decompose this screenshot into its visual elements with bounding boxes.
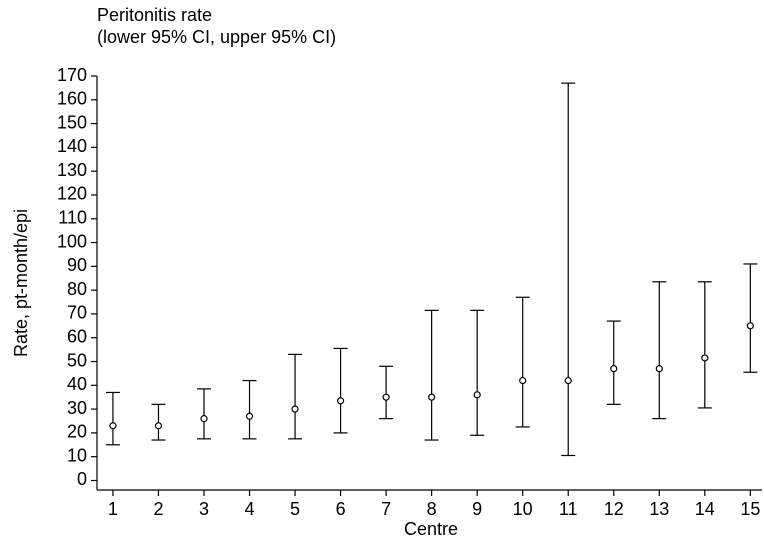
x-axis-label: Centre	[404, 519, 458, 539]
x-tick-label: 11	[559, 499, 578, 519]
y-tick-label: 10	[67, 445, 87, 465]
y-axis-label: Rate, pt-month/epi	[11, 209, 31, 357]
point	[336, 397, 345, 405]
x-tick-label: 3	[199, 499, 209, 519]
point	[610, 365, 618, 373]
x-tick-label: 10	[513, 499, 533, 519]
point	[428, 393, 436, 401]
x-tick-label: 7	[381, 499, 391, 519]
y-tick-label: 150	[57, 112, 87, 132]
x-tick-label: 1	[108, 499, 118, 519]
point	[746, 322, 754, 330]
point	[382, 393, 390, 401]
y-tick-label: 100	[57, 231, 87, 251]
point	[200, 415, 208, 423]
x-tick-label: 6	[336, 499, 346, 519]
y-tick-label: 140	[57, 136, 87, 156]
y-tick-label: 60	[67, 326, 87, 346]
x-tick-label: 2	[153, 499, 163, 519]
y-tick-label: 30	[67, 398, 87, 418]
y-tick-label: 20	[67, 422, 87, 442]
y-tick-label: 110	[58, 208, 87, 228]
point	[245, 412, 254, 420]
y-tick-label: 0	[77, 469, 87, 489]
point	[154, 422, 163, 430]
y-tick-label: 160	[57, 89, 87, 109]
y-tick-label: 120	[57, 184, 87, 204]
x-tick-label: 13	[649, 499, 669, 519]
x-tick-label: 8	[427, 499, 437, 519]
y-tick-label: 70	[67, 303, 87, 323]
x-tick-label: 12	[604, 499, 624, 519]
y-tick-label: 90	[67, 255, 87, 275]
point	[473, 391, 481, 399]
point	[564, 376, 572, 385]
x-tick-label: 14	[695, 499, 715, 519]
y-tick-label: 50	[67, 350, 87, 370]
y-tick-label: 170	[57, 65, 87, 85]
y-tick-label: 40	[67, 374, 87, 394]
point	[655, 365, 663, 373]
point	[109, 422, 117, 430]
y-tick-label: 130	[57, 160, 87, 180]
x-tick-label: 15	[740, 499, 760, 519]
x-tick-label: 5	[290, 499, 300, 519]
chart-subtitle: (lower 95% CI, upper 95% CI)	[97, 27, 336, 47]
chart-title: Peritonitis rate	[97, 5, 212, 25]
point	[291, 405, 299, 413]
point	[519, 376, 527, 385]
y-tick-label: 80	[67, 279, 87, 299]
x-tick-label: 4	[245, 499, 255, 519]
point	[701, 354, 709, 362]
x-tick-label: 9	[472, 499, 482, 519]
